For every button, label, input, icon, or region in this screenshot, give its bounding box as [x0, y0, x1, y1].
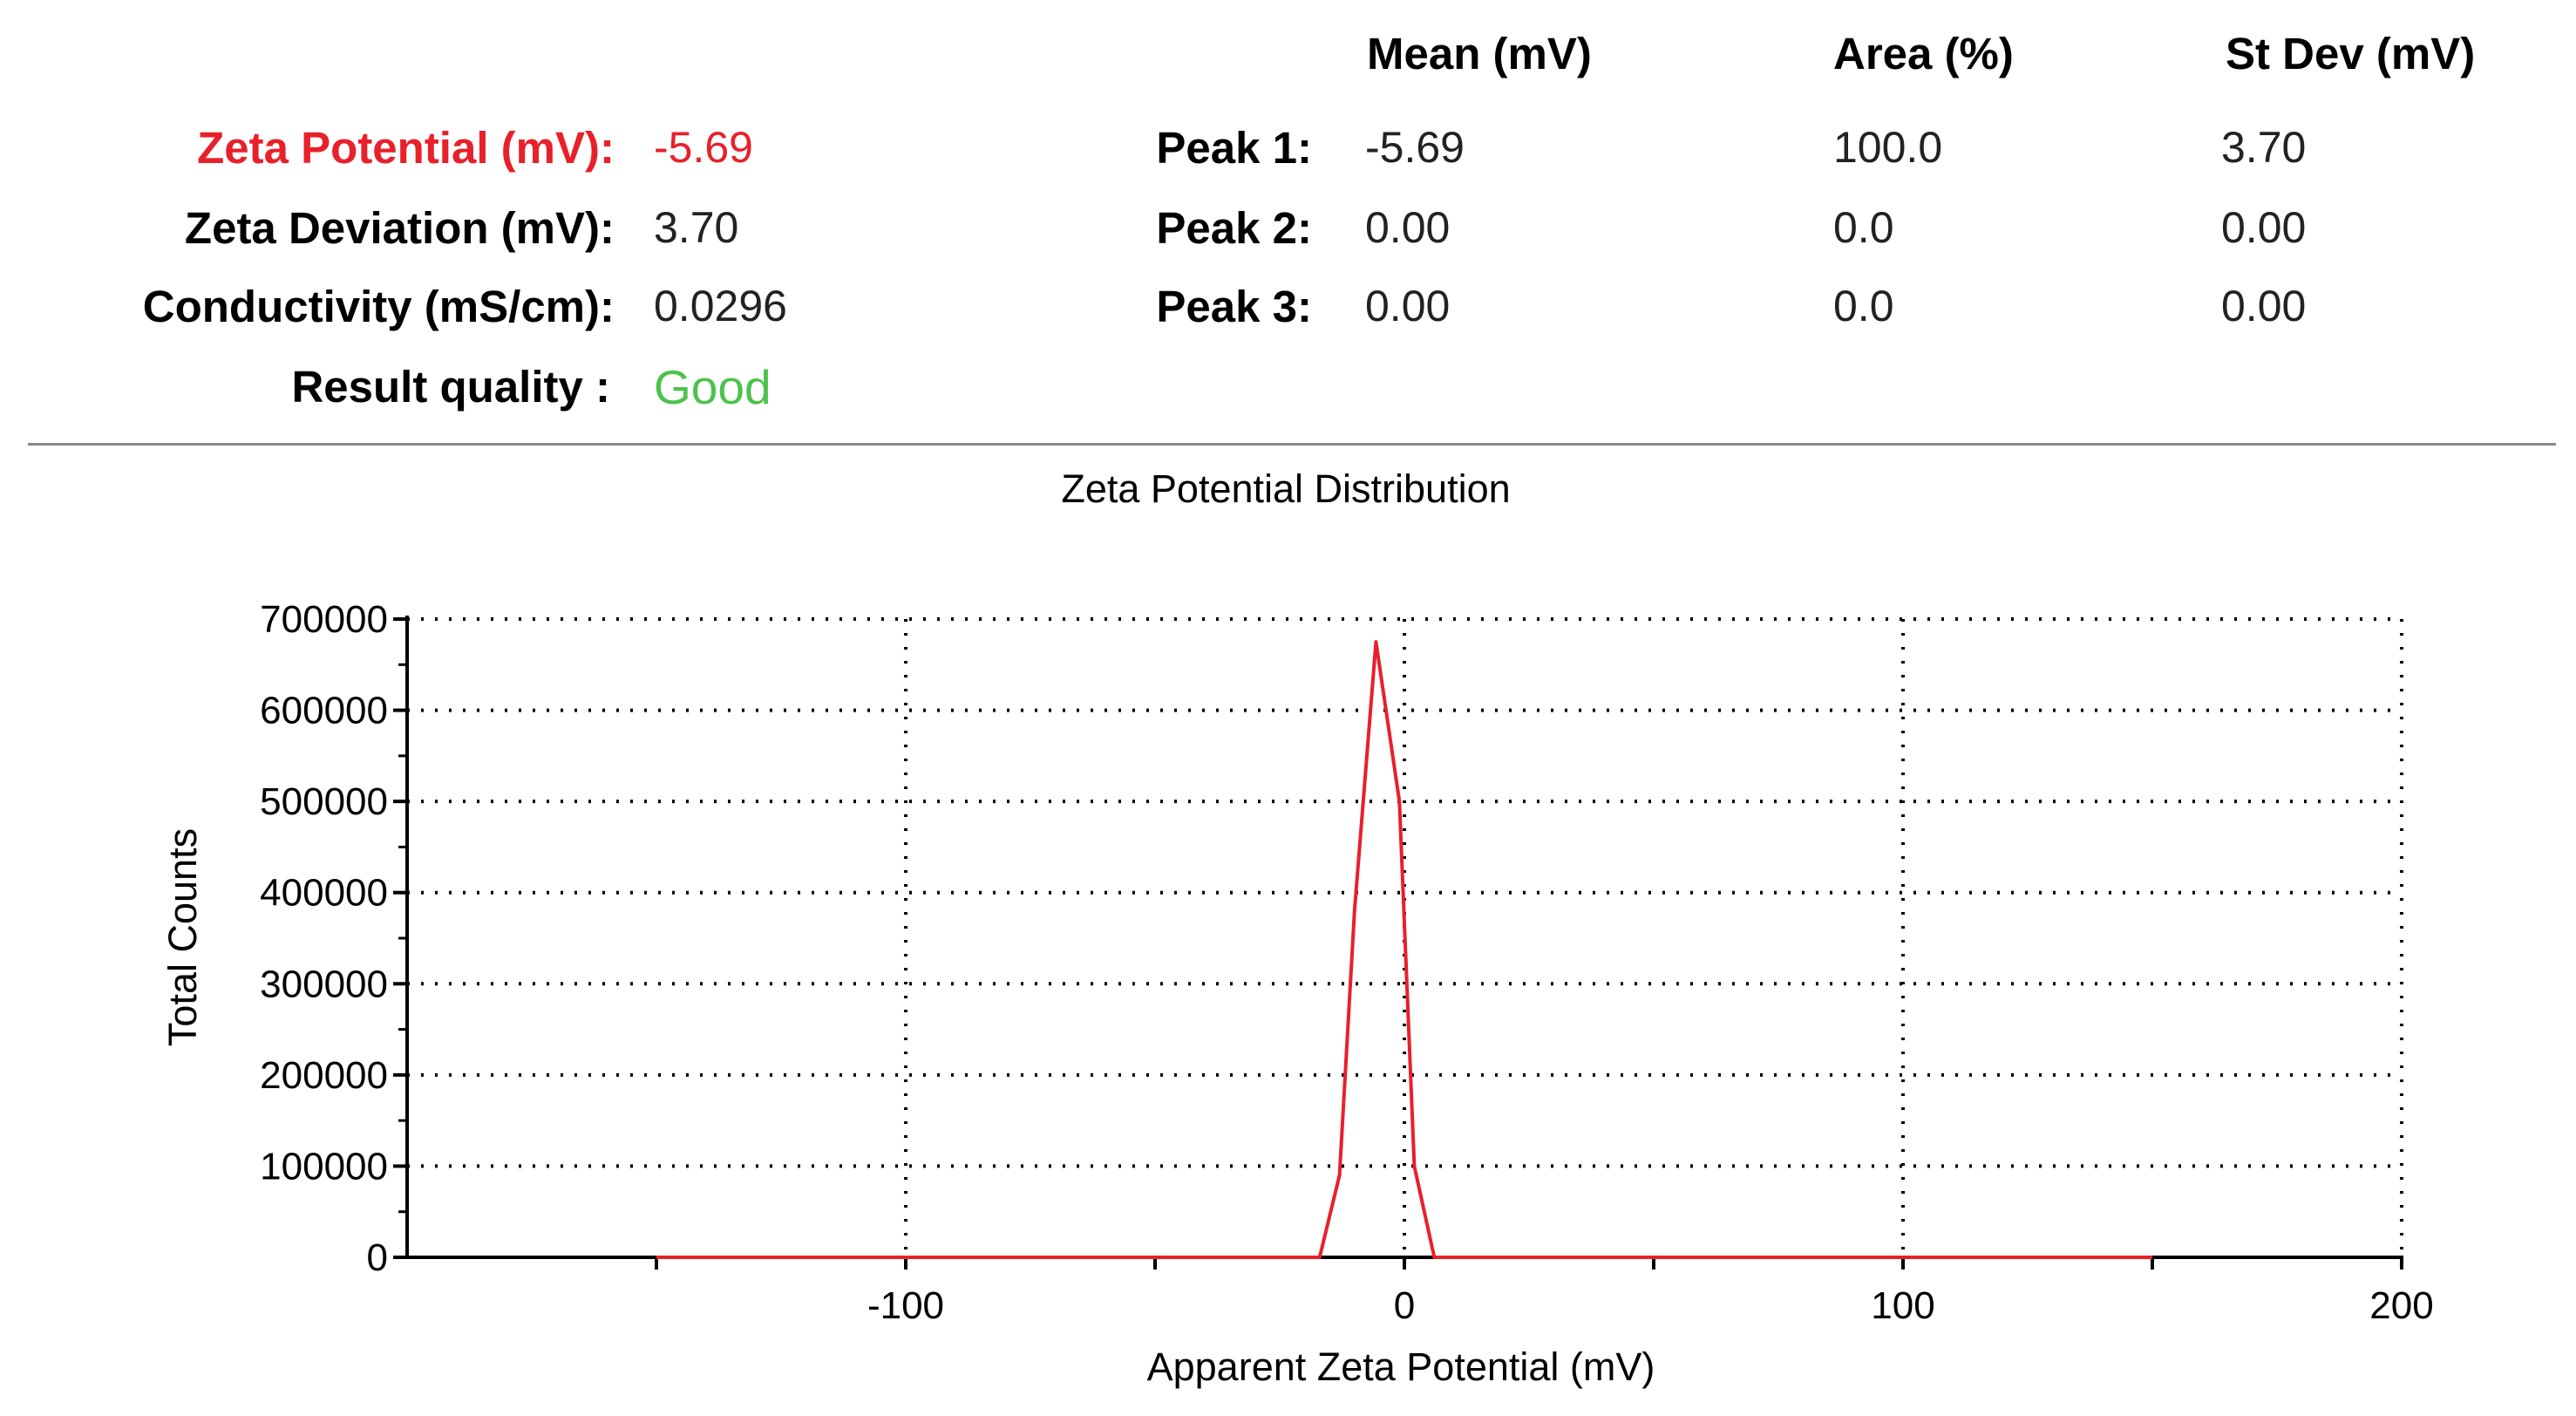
header-stdev: St Dev (mV)	[2226, 29, 2476, 78]
results-summary: Zeta Potential (mV): -5.69 Zeta Deviatio…	[0, 0, 2576, 453]
y-tick-label: 100000	[260, 1145, 388, 1188]
peak-2-label: Peak 2:	[1156, 203, 1312, 253]
chart-svg: Zeta Potential Distribution 010000020000…	[160, 466, 2434, 1389]
x-axis-label: Apparent Zeta Potential (mV)	[1147, 1345, 1655, 1389]
x-tick-label: 200	[2369, 1284, 2433, 1327]
peak-3-area: 0.0	[1833, 282, 1894, 330]
y-tick-label: 200000	[260, 1054, 388, 1097]
x-tick-label: 0	[1394, 1284, 1415, 1327]
y-axis-label: Total Counts	[160, 828, 205, 1046]
series-line	[656, 640, 2152, 1259]
peak-2-mean: 0.00	[1365, 203, 1451, 252]
section-divider	[28, 443, 2556, 446]
x-tick-label: -100	[867, 1284, 944, 1327]
peak-1-label: Peak 1:	[1156, 123, 1312, 173]
y-tick-label: 600000	[260, 690, 388, 732]
header-mean: Mean (mV)	[1367, 29, 1592, 78]
chart-title: Zeta Potential Distribution	[1061, 466, 1510, 511]
y-tick-label: 300000	[260, 963, 388, 1005]
y-tick-label: 500000	[260, 780, 388, 823]
y-tick-label: 700000	[260, 598, 388, 641]
grid-lines	[407, 617, 2403, 1257]
zeta-distribution-chart: Zeta Potential Distribution 0 100000 20000…	[0, 462, 2576, 1416]
tick-labels: 0 100000 200000 300000 400000 500000 600000 700…	[260, 598, 2434, 1327]
header-area: Area (%)	[1833, 29, 2014, 78]
zeta-deviation-value: 3.70	[654, 203, 739, 252]
result-quality-label: Result quality :	[291, 362, 610, 412]
peak-3-label: Peak 3:	[1156, 282, 1312, 331]
y-tick-label: 400000	[260, 872, 388, 915]
zeta-potential-value: -5.69	[654, 123, 753, 172]
peak-2-stdev: 0.00	[2221, 203, 2307, 252]
result-quality-value: Good	[654, 360, 771, 414]
zeta-potential-label: Zeta Potential (mV):	[197, 123, 615, 173]
peak-1-stdev: 3.70	[2221, 123, 2307, 172]
axes	[393, 616, 2403, 1270]
conductivity-value: 0.0296	[654, 282, 787, 330]
y-tick-label: 0	[367, 1236, 388, 1279]
peak-1-area: 100.0	[1833, 123, 1943, 172]
x-tick-label: 100	[1871, 1284, 1934, 1327]
peak-3-mean: 0.00	[1365, 282, 1451, 330]
peak-2-area: 0.0	[1833, 203, 1894, 252]
series-layer	[656, 640, 2152, 1259]
peak-1-mean: -5.69	[1365, 123, 1465, 172]
conductivity-label: Conductivity (mS/cm):	[142, 282, 615, 331]
zeta-deviation-label: Zeta Deviation (mV):	[184, 203, 615, 253]
peak-3-stdev: 0.00	[2221, 282, 2307, 330]
